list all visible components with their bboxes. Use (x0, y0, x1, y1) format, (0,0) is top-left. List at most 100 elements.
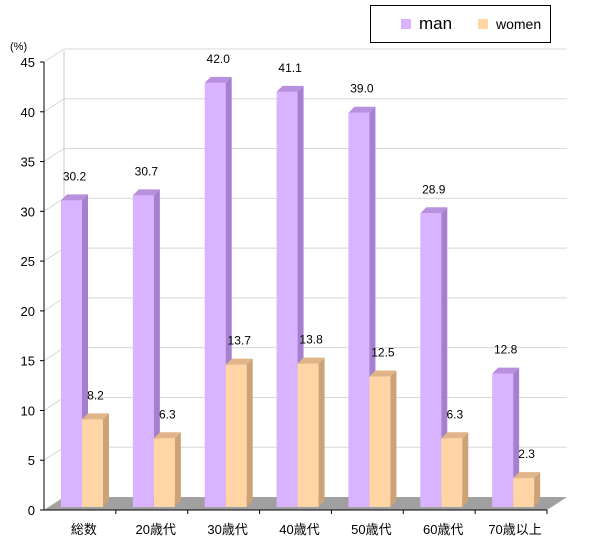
x-tick-label: 50歳代 (351, 522, 391, 537)
legend-item-man: man (401, 6, 452, 42)
bar-man-front (420, 213, 442, 508)
grid-diagonal (43, 446, 65, 461)
y-tick-label: 0 (28, 503, 35, 518)
legend-swatch-man (401, 19, 411, 29)
data-label-man: 42.0 (207, 52, 231, 66)
data-label-man: 39.0 (350, 82, 374, 96)
bar-man-front (348, 112, 370, 507)
bar-women-front (153, 438, 175, 507)
data-label-women: 12.5 (371, 346, 395, 360)
y-tick-label: 40 (21, 105, 35, 120)
data-label-women: 13.7 (228, 334, 252, 348)
bar-women-top (513, 472, 541, 479)
bar-women-top (82, 413, 109, 420)
bar-women-top (441, 432, 469, 439)
bar-women-top (369, 370, 397, 377)
data-label-man: 30.2 (63, 169, 87, 183)
bar-man-top (132, 189, 160, 196)
bar-man-top (61, 194, 88, 201)
bar-man-top (348, 106, 376, 113)
bar-man-front (61, 200, 82, 507)
data-label-man: 41.1 (278, 61, 302, 75)
bar-women-top (153, 432, 181, 439)
grid-diagonal (43, 148, 65, 162)
bars (61, 76, 541, 508)
bar-man (132, 189, 160, 507)
y-tick-label: 35 (21, 155, 35, 170)
data-label-women: 6.3 (159, 407, 176, 421)
x-tick-label: 総数 (71, 522, 97, 537)
data-label-man: 30.7 (135, 164, 159, 178)
bar-man-side (513, 367, 520, 507)
y-tick-label: 10 (21, 403, 35, 418)
bar-women-front (225, 364, 247, 507)
axes: 0 5 10 15 20 25 30 35 40 45 総数 20歳代 30歳代 40歳代 50歳代 60歳代… (21, 55, 548, 537)
bar-women-front (369, 376, 391, 507)
y-tick-label: 30 (21, 204, 35, 219)
grid-diagonal (43, 347, 65, 362)
data-label-man: 12.8 (494, 343, 518, 357)
data-label-women: 13.8 (299, 333, 323, 347)
bar-man (492, 367, 520, 507)
bar-women-front (441, 438, 463, 507)
bar-women (82, 413, 109, 507)
grid-diagonal (43, 48, 65, 63)
bar-man-front (204, 82, 226, 507)
legend-swatch-women (478, 19, 488, 29)
bar-women-front (82, 419, 103, 507)
bar-women-top (297, 357, 325, 364)
x-tick-label: 30歳代 (207, 522, 247, 537)
grid-diagonal (43, 297, 65, 312)
bar-women (513, 472, 541, 507)
data-labels: 30.2 8.2 30.7 6.3 42.0 13.7 41.1 13.8 39.0 12.5 28… (63, 52, 535, 461)
bar-women-side (390, 370, 397, 507)
bar-women-front (513, 478, 535, 507)
bar-man-front (276, 91, 298, 508)
data-label-women: 6.3 (446, 407, 463, 421)
bar-man-side (441, 207, 448, 508)
grid-diagonal (43, 247, 65, 262)
bar-man-top (420, 207, 448, 214)
bar-man-front (492, 373, 514, 507)
legend-item-women: women (478, 6, 541, 42)
grid-diagonal (43, 98, 65, 113)
bar-man (420, 207, 448, 508)
bar-women-side (246, 358, 253, 507)
bar-women-side (174, 432, 181, 507)
grid-diagonal (43, 197, 65, 212)
data-label-man: 28.9 (422, 182, 446, 196)
bar-man-top (276, 85, 304, 92)
y-tick-label: 25 (21, 254, 35, 269)
data-label-women: 8.2 (87, 388, 104, 402)
bar-women (153, 432, 181, 507)
x-tick-label: 40歳代 (279, 522, 319, 537)
legend: man women (370, 5, 551, 43)
y-tick-label: 15 (21, 354, 35, 369)
bar-man-top (204, 76, 232, 83)
x-tick-label: 20歳代 (136, 522, 176, 537)
bar-women-side (103, 413, 109, 507)
legend-label-man: man (419, 14, 453, 33)
bar-women-front (297, 363, 319, 507)
y-unit-label: (%) (10, 41, 27, 53)
y-tick-label: 45 (21, 55, 35, 70)
bar-women-side (318, 357, 325, 507)
bar-women (225, 358, 253, 507)
bar-women-top (225, 358, 253, 365)
bar-man-side (153, 189, 160, 507)
x-tick-label: 70歳以上 (488, 522, 541, 537)
bar-women-side (534, 472, 541, 507)
y-tick-label: 20 (21, 304, 35, 319)
x-tick-label: 60歳代 (423, 522, 463, 537)
bar-man-top (492, 367, 520, 374)
data-label-women: 2.3 (518, 447, 535, 461)
bar-man-front (132, 195, 154, 507)
grid-diagonal (43, 397, 65, 411)
bar-women (369, 370, 397, 507)
bar-women-side (462, 432, 469, 507)
y-tick-label: 5 (28, 453, 35, 468)
legend-label-women: women (496, 16, 542, 32)
bar-women (297, 357, 325, 507)
bar-women (441, 432, 469, 507)
